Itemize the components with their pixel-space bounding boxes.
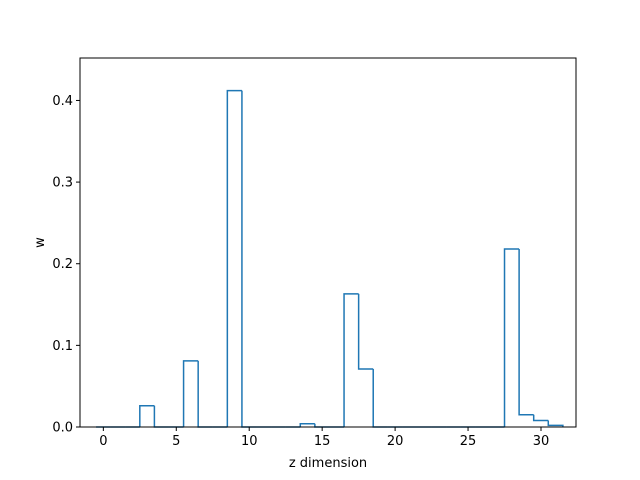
x-axis-ticks: 0 5 10 15 20 25 30 (99, 427, 549, 449)
histogram-bin-18 (357, 293, 374, 370)
y-tick-label: 0.1 (52, 339, 73, 354)
y-axis-ticks: 0.0 0.1 0.2 0.3 0.4 (52, 94, 80, 436)
x-axis-label: z dimension (289, 456, 367, 471)
x-tick-label: 30 (533, 434, 550, 449)
axes-frame (79, 57, 577, 428)
y-tick-label: 0.0 (52, 421, 73, 436)
x-tick-label: 15 (314, 434, 331, 449)
y-axis-label: w (33, 237, 48, 248)
x-tick-label: 10 (241, 434, 258, 449)
histogram-bin-31 (547, 420, 564, 427)
y-tick-label: 0.4 (52, 94, 73, 109)
histogram-bin-30 (532, 414, 549, 422)
histogram-bin-28 (503, 248, 520, 427)
x-tick-label: 5 (172, 434, 180, 449)
x-tick-label: 20 (387, 434, 404, 449)
histogram-bin-9 (226, 89, 242, 427)
histogram-bin-3 (139, 405, 155, 427)
y-tick-label: 0.2 (52, 257, 73, 272)
y-tick-label: 0.3 (52, 176, 73, 191)
histogram-bin-29 (518, 249, 534, 416)
histogram-bin-17 (343, 293, 359, 427)
x-tick-label: 25 (460, 434, 477, 449)
histogram-bin-14 (299, 422, 315, 427)
x-tick-label: 0 (99, 434, 107, 449)
histogram-bin-6 (182, 360, 199, 427)
